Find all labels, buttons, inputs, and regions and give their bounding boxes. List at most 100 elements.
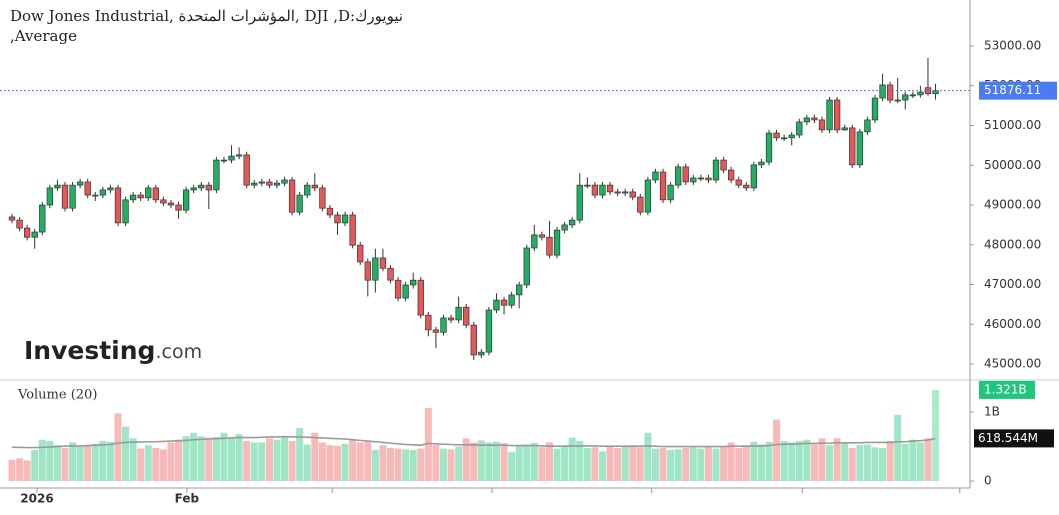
volume-bar bbox=[614, 447, 622, 482]
candle-body bbox=[251, 182, 258, 186]
volume-last-label: 1.321B bbox=[984, 382, 1027, 396]
volume-bar bbox=[848, 447, 856, 482]
volume-bar bbox=[826, 445, 834, 482]
candle-body bbox=[909, 94, 916, 97]
candle-body bbox=[720, 159, 727, 171]
candle-body bbox=[569, 219, 576, 226]
candle-body bbox=[750, 164, 758, 189]
y-tick-label: 48000.00 bbox=[984, 237, 1041, 251]
volume-bar bbox=[432, 445, 440, 482]
candle-body bbox=[591, 184, 599, 196]
volume-bar bbox=[106, 441, 114, 482]
volume-bar bbox=[326, 445, 334, 482]
ma-last-label: 618.544M bbox=[978, 431, 1038, 445]
candle-body bbox=[334, 214, 341, 224]
candle-body bbox=[780, 137, 788, 140]
volume-bar bbox=[356, 442, 364, 482]
volume-bar bbox=[243, 441, 251, 482]
volume-bar bbox=[364, 441, 372, 482]
candle-body bbox=[743, 184, 750, 189]
candle-body bbox=[326, 207, 334, 216]
volume-bar bbox=[916, 442, 924, 482]
volume-bar bbox=[250, 442, 258, 482]
volume-bar bbox=[288, 441, 296, 482]
candle-body bbox=[235, 154, 243, 157]
candle-body bbox=[16, 219, 23, 229]
volume-bar bbox=[349, 439, 357, 482]
volume-bar bbox=[629, 445, 637, 482]
y-tick-label: 47000.00 bbox=[984, 277, 1041, 291]
volume-bar bbox=[841, 442, 849, 482]
candle-body bbox=[99, 189, 106, 196]
volume-bar bbox=[644, 432, 652, 482]
volume-bar bbox=[281, 436, 289, 482]
candle-body bbox=[818, 119, 826, 131]
volume-bar bbox=[402, 449, 410, 482]
volume-bar bbox=[379, 445, 387, 482]
volume-bar bbox=[311, 432, 319, 482]
candle-body bbox=[114, 187, 122, 224]
candle-body bbox=[372, 257, 379, 281]
candle-body bbox=[92, 194, 99, 197]
volume-bar bbox=[99, 441, 107, 482]
volume-bar bbox=[682, 447, 690, 482]
volume-bar bbox=[515, 445, 523, 482]
volume-bar bbox=[674, 449, 682, 482]
volume-bar bbox=[712, 448, 720, 482]
candle-body bbox=[879, 84, 886, 99]
volume-bar bbox=[144, 445, 152, 482]
y-tick-label: 0 bbox=[984, 474, 992, 488]
volume-bar bbox=[205, 437, 213, 482]
candle-body bbox=[856, 131, 863, 166]
candle-body bbox=[765, 132, 773, 163]
volume-bar bbox=[894, 414, 902, 482]
volume-bar bbox=[462, 438, 470, 482]
candle-body bbox=[54, 184, 61, 189]
candle-body bbox=[712, 159, 720, 181]
volume-bar bbox=[508, 452, 516, 482]
candle-body bbox=[932, 90, 939, 95]
candle-body bbox=[319, 187, 326, 209]
y-tick-label: 53000.00 bbox=[984, 38, 1041, 52]
candle-body bbox=[145, 187, 152, 199]
candle-body bbox=[561, 224, 568, 231]
candle-body bbox=[599, 184, 606, 196]
volume-bar bbox=[334, 445, 342, 482]
candle-body bbox=[447, 317, 455, 321]
candle-body bbox=[182, 189, 190, 211]
candle-body bbox=[493, 299, 500, 311]
volume-bar bbox=[773, 419, 781, 482]
candle-body bbox=[137, 194, 144, 199]
candle-body bbox=[205, 184, 212, 191]
candle-body bbox=[410, 279, 417, 286]
volume-bar bbox=[568, 437, 576, 482]
volume-bar bbox=[561, 446, 569, 482]
volume-bar bbox=[265, 438, 273, 482]
candle-body bbox=[281, 179, 288, 184]
volume-bar bbox=[53, 445, 61, 482]
candle-body bbox=[886, 84, 894, 101]
x-tick-label: Feb bbox=[175, 492, 200, 506]
candle-body bbox=[675, 166, 682, 186]
volume-bar bbox=[636, 447, 644, 482]
candle-body bbox=[841, 127, 848, 131]
candle-body bbox=[258, 181, 265, 184]
candle-body bbox=[796, 121, 803, 136]
y-tick-label: 1B bbox=[984, 405, 1000, 419]
candle-body bbox=[84, 181, 91, 196]
candle-body bbox=[364, 261, 371, 281]
volume-bar bbox=[803, 439, 811, 482]
volume-bar bbox=[273, 439, 281, 482]
candle-body bbox=[455, 306, 462, 321]
volume-last-tag bbox=[979, 380, 1035, 399]
candle-body bbox=[311, 184, 318, 189]
candle-body bbox=[690, 177, 697, 183]
candle-body bbox=[531, 234, 538, 249]
last-price-tag bbox=[979, 81, 1057, 100]
candle-body bbox=[682, 166, 689, 183]
volume-bar bbox=[318, 442, 326, 482]
volume-bar bbox=[765, 441, 773, 482]
candle-body bbox=[622, 191, 629, 194]
volume-bar bbox=[8, 459, 16, 482]
volume-bar bbox=[780, 441, 788, 482]
